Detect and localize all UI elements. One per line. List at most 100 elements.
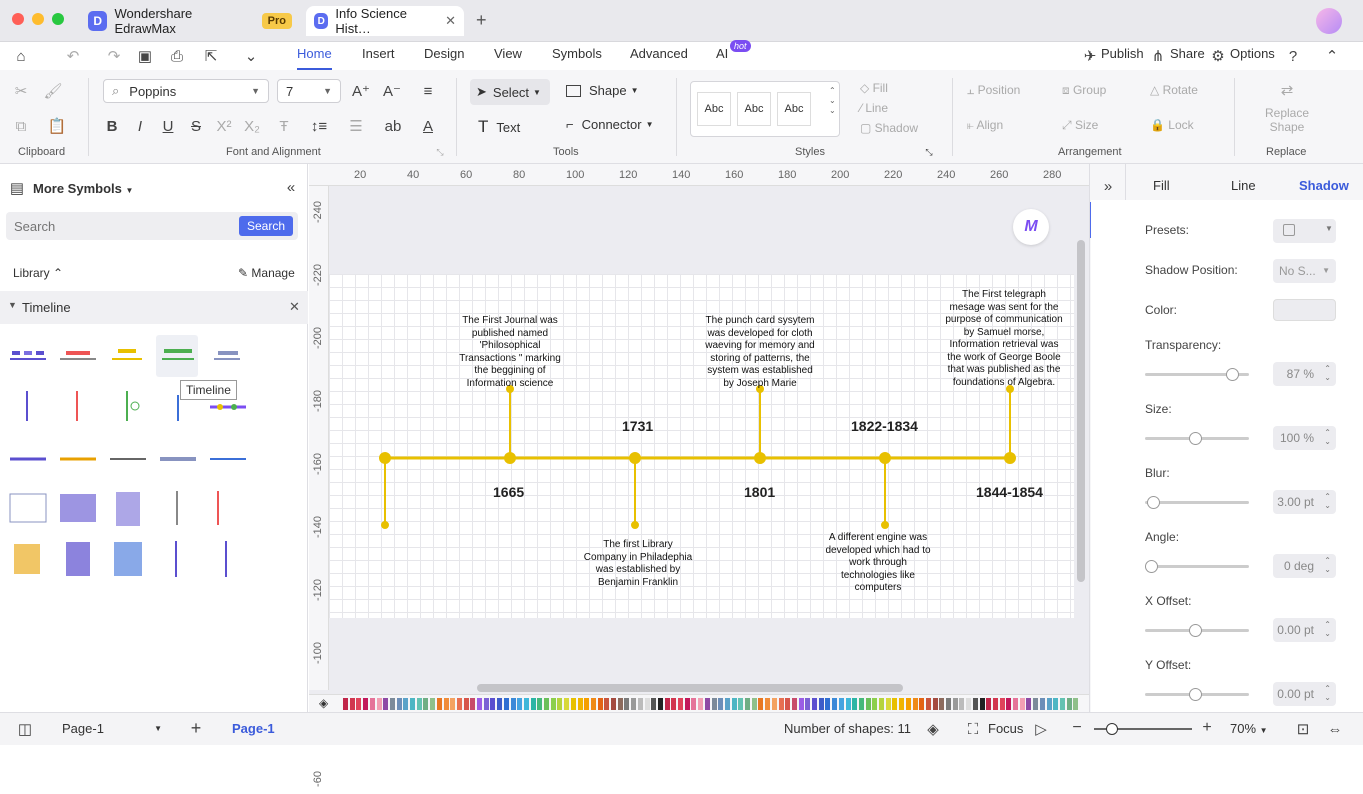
color-swatch[interactable] [832, 698, 838, 710]
menu-advanced[interactable]: Advanced [630, 46, 688, 61]
color-swatch[interactable] [925, 698, 931, 710]
timeline-symbol[interactable] [14, 544, 40, 574]
color-swatch[interactable] [584, 698, 590, 710]
search-button[interactable]: Search [239, 216, 293, 236]
text-case-icon[interactable]: ab [384, 117, 402, 135]
color-swatch[interactable] [436, 698, 442, 710]
color-swatch[interactable] [905, 698, 911, 710]
menu-design[interactable]: Design [424, 46, 465, 61]
transparency-slider[interactable] [1145, 368, 1249, 381]
timeline-node[interactable] [379, 452, 391, 464]
color-swatch[interactable] [651, 698, 657, 710]
y-offset-input[interactable]: 0.00 pt [1273, 682, 1336, 706]
color-swatch[interactable] [704, 698, 710, 710]
color-swatches[interactable] [343, 698, 1083, 710]
publish-button[interactable]: Publish [1101, 46, 1144, 61]
color-swatch[interactable] [899, 698, 905, 710]
timeline-symbol[interactable] [114, 542, 142, 576]
color-swatch[interactable] [597, 698, 603, 710]
color-swatch[interactable] [410, 698, 415, 710]
paste-icon[interactable]: 📋 [47, 118, 67, 135]
color-swatch[interactable] [557, 698, 563, 710]
color-swatch[interactable] [785, 698, 791, 710]
minimize-window-button[interactable] [32, 13, 44, 25]
size-slider[interactable] [1145, 432, 1249, 445]
color-swatch[interactable] [778, 698, 784, 710]
slider-knob[interactable] [1145, 560, 1158, 573]
expand-panel-icon[interactable]: » [1103, 177, 1113, 195]
text-tool-button[interactable]: T Text [478, 117, 520, 137]
color-swatch[interactable] [939, 698, 945, 710]
color-swatch[interactable] [966, 698, 972, 710]
color-swatch[interactable] [865, 698, 871, 710]
line-spacing-icon[interactable]: ↕≡ [310, 117, 328, 135]
timeline-category-header[interactable]: ▼ Timeline ✕ [0, 291, 308, 324]
color-swatch[interactable] [611, 698, 616, 710]
focus-button[interactable]: Focus [988, 721, 1024, 736]
color-swatch[interactable] [1033, 698, 1039, 710]
color-swatch[interactable] [718, 698, 724, 710]
document-tab[interactable]: D Info Science Hist… ✕ [306, 6, 464, 36]
increase-font-icon[interactable]: A⁺ [352, 83, 370, 100]
decrease-font-icon[interactable]: A⁻ [383, 83, 401, 100]
color-swatch[interactable] [363, 698, 369, 710]
color-swatch[interactable] [664, 698, 670, 710]
color-swatch[interactable] [678, 698, 683, 710]
share-button[interactable]: Share [1170, 46, 1205, 61]
style-preset-1[interactable]: Abc [697, 92, 731, 126]
symbol-search-input[interactable] [6, 212, 236, 240]
color-swatch[interactable] [979, 698, 985, 710]
color-swatch[interactable] [637, 698, 643, 710]
angle-input[interactable]: 0 deg [1273, 554, 1336, 578]
color-swatch[interactable] [671, 698, 677, 710]
slider-knob[interactable] [1189, 624, 1202, 637]
color-swatch[interactable] [724, 698, 730, 710]
event-note-engine[interactable]: A different engine was developed which h… [825, 532, 931, 593]
color-swatch[interactable] [885, 698, 891, 710]
options-button[interactable]: Options [1230, 46, 1275, 61]
page-tab-active[interactable]: Page-1 [232, 721, 275, 736]
menu-insert[interactable]: Insert [362, 46, 395, 61]
color-swatch[interactable] [745, 698, 750, 710]
play-icon[interactable]: ▷ [1035, 721, 1047, 738]
color-swatch[interactable] [711, 698, 717, 710]
fullscreen-icon[interactable]: ⇔ [1327, 720, 1343, 738]
align-button[interactable]: ⫦ Align [967, 118, 1003, 133]
cut-icon[interactable]: ✂ [14, 83, 28, 100]
app-tab[interactable]: D Wondershare EdrawMax Pro [80, 6, 300, 36]
color-swatch[interactable] [912, 698, 918, 710]
color-swatch[interactable] [657, 698, 663, 710]
transparency-input[interactable]: 87 % [1273, 362, 1336, 386]
blur-slider[interactable] [1145, 496, 1249, 509]
page-panel-icon[interactable]: ◫ [17, 721, 33, 738]
color-swatch[interactable] [631, 698, 637, 710]
text-align-icon[interactable]: ≡ [423, 82, 433, 100]
event-note-telegraph[interactable]: The First telegraph mesage was sent for … [945, 289, 1063, 388]
add-page-icon[interactable]: + [190, 717, 202, 738]
color-swatch[interactable] [986, 698, 992, 710]
shape-tool-button[interactable]: Shape ▼ [566, 83, 639, 98]
year-label[interactable]: 1665 [493, 484, 525, 500]
color-swatch[interactable] [403, 698, 409, 710]
color-swatch[interactable] [959, 698, 965, 710]
export-icon[interactable]: ⇱ [204, 48, 218, 65]
font-size-select[interactable]: 7 ▼ [277, 79, 341, 103]
menu-symbols[interactable]: Symbols [552, 46, 602, 61]
color-swatch[interactable] [349, 698, 355, 710]
timeline-symbol[interactable] [66, 542, 90, 576]
size-input[interactable]: 100 % [1273, 426, 1336, 450]
presets-select[interactable]: ▼ [1273, 219, 1336, 243]
vertical-scrollbar[interactable] [1077, 240, 1085, 582]
replace-shape-button[interactable]: Replace Shape [1264, 106, 1310, 134]
color-swatch[interactable] [450, 698, 456, 710]
menu-view[interactable]: View [494, 46, 522, 61]
color-swatch[interactable] [946, 698, 951, 710]
color-swatch[interactable] [731, 698, 737, 710]
color-swatch[interactable] [858, 698, 864, 710]
shadow-color-swatch[interactable] [1273, 299, 1336, 321]
color-swatch[interactable] [805, 698, 811, 710]
layers-icon[interactable]: ◈ [927, 721, 939, 738]
year-label[interactable]: 1844-1854 [976, 484, 1043, 500]
color-swatch[interactable] [604, 698, 610, 710]
zoom-window-button[interactable] [52, 13, 64, 25]
